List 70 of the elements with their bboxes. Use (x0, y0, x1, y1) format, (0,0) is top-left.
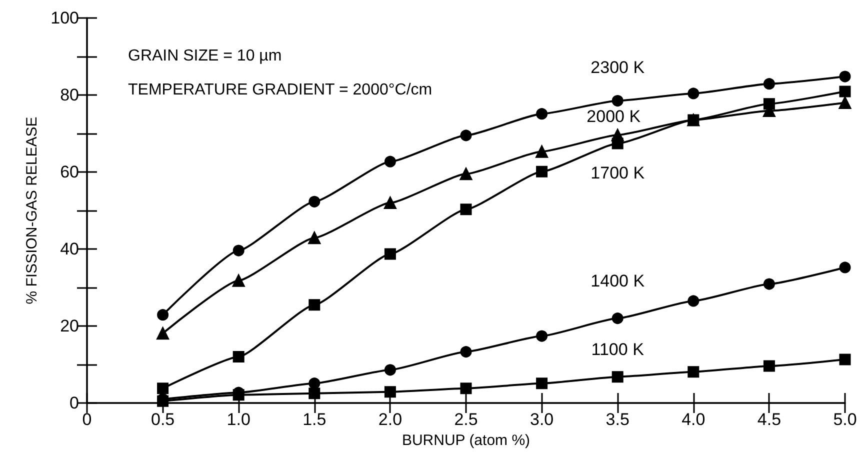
y-axis-title: % FISSION-GAS RELEASE (24, 116, 41, 304)
y-tick-label: 100 (50, 8, 79, 28)
point (232, 351, 244, 363)
point (308, 378, 320, 390)
point (460, 130, 472, 142)
point (688, 88, 700, 100)
point (384, 196, 396, 210)
series-label: 2300 K (590, 58, 646, 78)
x-tick-label: 3.0 (530, 410, 554, 429)
x-tick-label: 2.0 (378, 410, 402, 429)
point (536, 166, 548, 178)
point (763, 278, 775, 290)
y-tick-label: 20 (60, 316, 79, 336)
x-axis-title: BURNUP (atom %) (402, 432, 530, 449)
point (157, 382, 169, 394)
point (308, 299, 320, 311)
point (536, 145, 548, 158)
point (384, 386, 396, 398)
point (308, 232, 321, 244)
point (839, 86, 851, 98)
x-tick-label: 4.0 (682, 410, 706, 429)
series-label: 1100 K (591, 340, 645, 360)
point (460, 346, 472, 358)
series-label: 1700 K (590, 163, 646, 182)
point (612, 95, 624, 107)
point (384, 248, 396, 260)
point (157, 309, 169, 321)
point (156, 327, 170, 340)
point (536, 108, 548, 120)
point (232, 274, 245, 287)
point (839, 354, 851, 366)
point (763, 98, 775, 110)
x-tick-label: 2.5 (454, 410, 478, 429)
x-tick-label: 0 (82, 410, 92, 429)
point (688, 114, 700, 126)
point (308, 196, 320, 208)
point (460, 168, 472, 180)
point (763, 360, 775, 372)
x-tick-label: 4.5 (757, 410, 782, 429)
series-label: 2000 K (586, 106, 642, 126)
y-tick-label: 40 (60, 240, 79, 258)
point (232, 244, 244, 256)
point (308, 388, 320, 400)
point (157, 395, 169, 407)
x-tick-label: 0.5 (150, 410, 175, 429)
point (460, 204, 472, 216)
point (612, 371, 624, 383)
point (839, 262, 851, 274)
point (763, 78, 775, 90)
point (460, 382, 472, 394)
x-tick-label: 1.5 (302, 410, 326, 429)
point (384, 156, 396, 168)
point (384, 364, 396, 376)
point (536, 330, 548, 342)
annotation: TEMPERATURE GRADIENT = 2000°C/cm (128, 82, 432, 98)
point (612, 138, 624, 150)
y-tick-label: 80 (60, 86, 79, 104)
x-tick-label: 3.5 (606, 410, 630, 429)
point (839, 70, 851, 82)
x-tick-label: 5.0 (833, 410, 857, 429)
x-tick-label: 1.0 (226, 410, 250, 429)
series-label: 1400 K (590, 272, 646, 291)
point (536, 378, 548, 390)
annotation: GRAIN SIZE = 10 µm (128, 48, 282, 64)
point (688, 295, 700, 307)
y-tick-label: 60 (60, 162, 79, 182)
point (612, 312, 624, 324)
y-tick-label: 0 (70, 394, 79, 412)
point (838, 96, 852, 109)
point (688, 366, 700, 378)
